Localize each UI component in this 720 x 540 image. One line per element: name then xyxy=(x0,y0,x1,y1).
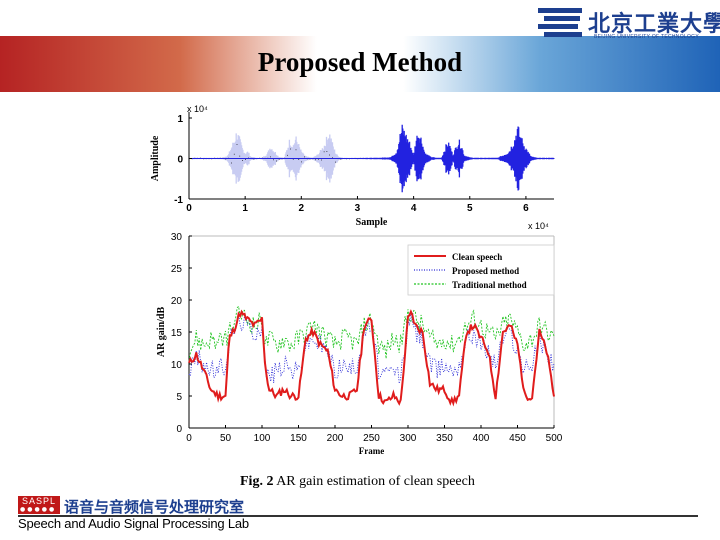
gain-x-tick-label: 50 xyxy=(220,433,232,444)
university-name-cn: 北京工業大學 xyxy=(588,11,720,37)
gain-x-tick-label: 450 xyxy=(509,433,526,444)
lab-logo-text: SASPL xyxy=(21,496,57,506)
waveform-x-tick-label: 0 xyxy=(186,203,192,214)
gain-x-tick-label: 200 xyxy=(327,433,344,444)
gain-legend-label: Traditional method xyxy=(452,280,527,290)
gain-y-tick-label: 10 xyxy=(171,360,183,371)
lab-name-en: Speech and Audio Signal Processing Lab xyxy=(18,516,249,531)
university-name-en: BEIJING UNIVERSITY OF TECHNOLOGY xyxy=(594,34,699,40)
footer-divider xyxy=(18,515,698,517)
title-band xyxy=(0,36,720,92)
gain-y-tick-label: 20 xyxy=(171,296,183,307)
gain-x-tick-label: 300 xyxy=(400,433,417,444)
waveform-x-tick-label: 4 xyxy=(411,203,417,214)
figure-number: Fig. 2 xyxy=(240,474,274,489)
lab-name-cn: 语音与音频信号处理研究室 xyxy=(64,498,245,516)
university-logo: 北京工業大學 BEIJING UNIVERSITY OF TECHNOLOGY xyxy=(538,4,720,44)
waveform-x-tick-label: 6 xyxy=(523,203,529,214)
waveform-y-tick-label: 1 xyxy=(177,114,183,125)
gain-y-label: AR gain/dB xyxy=(156,307,167,358)
figure-caption: Fig. 2 AR gain estimation of clean speec… xyxy=(240,474,475,490)
waveform-y-label: Amplitude xyxy=(150,135,161,181)
waveform-x-tick-label: 3 xyxy=(355,203,361,214)
gain-legend-label: Clean speech xyxy=(452,252,502,262)
gain-y-tick-label: 15 xyxy=(171,328,183,339)
lab-logo: SASPL ●●●●● xyxy=(18,496,60,514)
gain-y-tick-label: 0 xyxy=(176,424,182,435)
waveform-x-tick-label: 5 xyxy=(467,203,473,214)
gain-series-line-clean xyxy=(188,309,555,407)
waveform-x-label: Sample xyxy=(356,217,388,228)
gain-x-tick-label: 100 xyxy=(254,433,271,444)
gain-y-tick-label: 25 xyxy=(171,264,183,275)
waveform-x-tick-label: 1 xyxy=(242,203,248,214)
page-title: Proposed Method xyxy=(257,47,463,77)
waveform-x-tick-label: 2 xyxy=(299,203,305,214)
waveform-y-tick-label: 0 xyxy=(177,155,183,166)
gain-x-label: Frame xyxy=(359,446,384,456)
gain-x-tick-label: 250 xyxy=(363,433,380,444)
waveform-y-tick-label: -1 xyxy=(174,195,183,206)
waveform-x-multiplier: x 10⁴ xyxy=(528,221,549,231)
gain-x-tick-label: 500 xyxy=(546,433,563,444)
lab-logo-dots-icon: ●●●●● xyxy=(20,506,57,513)
gain-x-tick-label: 150 xyxy=(290,433,307,444)
gain-legend-label: Proposed method xyxy=(452,266,519,276)
gain-x-tick-label: 0 xyxy=(186,433,192,444)
gain-legend: Clean speech Proposed method Traditional m… xyxy=(407,244,555,296)
ar-gain-chart: 0 50 100 150 200 250 300 350 400 450 500 0 5 10 15 20 25… xyxy=(156,232,563,456)
gain-y-tick-label: 5 xyxy=(176,392,182,403)
gain-y-tick-label: 30 xyxy=(171,232,183,243)
waveform-y-multiplier: x 10⁴ xyxy=(187,104,208,114)
gain-x-tick-label: 350 xyxy=(436,433,453,444)
university-emblem-icon xyxy=(538,8,582,37)
caption-text: AR gain estimation of clean speech xyxy=(276,474,475,489)
gain-x-tick-label: 400 xyxy=(473,433,490,444)
